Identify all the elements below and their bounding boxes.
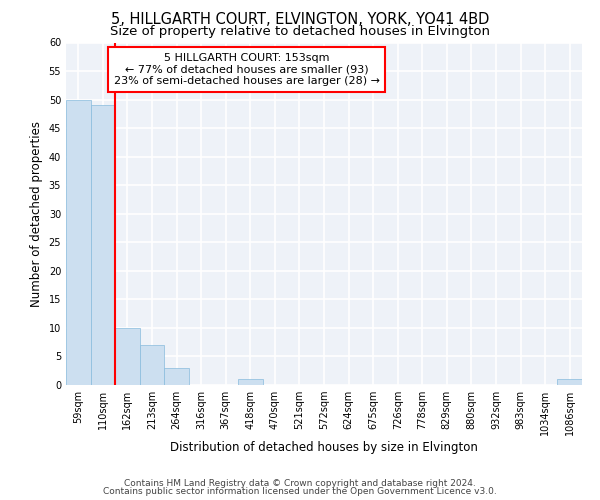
Text: 5, HILLGARTH COURT, ELVINGTON, YORK, YO41 4BD: 5, HILLGARTH COURT, ELVINGTON, YORK, YO4… bbox=[111, 12, 489, 28]
Bar bbox=[115, 328, 140, 385]
Bar bbox=[238, 380, 263, 385]
Text: 5 HILLGARTH COURT: 153sqm
← 77% of detached houses are smaller (93)
23% of semi-: 5 HILLGARTH COURT: 153sqm ← 77% of detac… bbox=[113, 53, 380, 86]
Bar bbox=[140, 345, 164, 385]
Text: Contains HM Land Registry data © Crown copyright and database right 2024.: Contains HM Land Registry data © Crown c… bbox=[124, 478, 476, 488]
Bar bbox=[164, 368, 189, 385]
Bar bbox=[66, 100, 91, 385]
Y-axis label: Number of detached properties: Number of detached properties bbox=[30, 120, 43, 306]
Bar bbox=[557, 380, 582, 385]
Text: Size of property relative to detached houses in Elvington: Size of property relative to detached ho… bbox=[110, 25, 490, 38]
Bar bbox=[91, 106, 115, 385]
Text: Contains public sector information licensed under the Open Government Licence v3: Contains public sector information licen… bbox=[103, 487, 497, 496]
X-axis label: Distribution of detached houses by size in Elvington: Distribution of detached houses by size … bbox=[170, 440, 478, 454]
